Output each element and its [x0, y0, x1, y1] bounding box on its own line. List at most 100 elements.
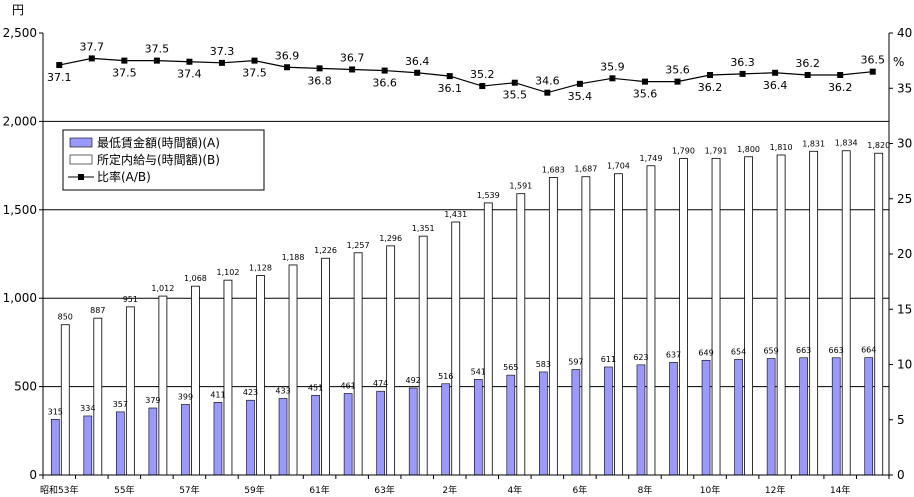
- axes: [42, 33, 890, 476]
- bar-min-wage: [473, 379, 483, 476]
- ratio-label: 35.6: [665, 64, 690, 77]
- bar-min-wage: [311, 394, 320, 476]
- right-tick-label: 20: [897, 247, 912, 261]
- bar-wage: [646, 165, 656, 476]
- ratio-label: 37.1: [47, 71, 72, 84]
- bar-label-min-wage: 597: [568, 357, 583, 366]
- bar-wage: [516, 193, 526, 476]
- ratio-marker: [56, 62, 63, 69]
- bar-wage: [353, 252, 363, 476]
- bar-wage: [776, 154, 786, 476]
- legend-label-wage: 所定内給与(時間額)(B): [97, 152, 220, 167]
- ratio-marker: [707, 71, 714, 78]
- ratio-marker: [869, 68, 876, 75]
- legend-box: [62, 129, 265, 191]
- bar-min-wage: [116, 411, 125, 476]
- right-axis-ticks: 0 5 10 15 20 25 30 35 40: [889, 26, 912, 482]
- x-category-label: 6年: [573, 484, 588, 496]
- category-labels: 昭和53年 55年 57年 59年 61年 63年 2年 4年 6年 8年 10年 12年 14年: [40, 475, 890, 496]
- bar-min-wage: [506, 374, 516, 476]
- ratio-label: 34.6: [535, 75, 560, 88]
- ratio-marker: [316, 65, 323, 72]
- bar-label-min-wage: 659: [763, 346, 778, 355]
- ratio-marker: [804, 71, 811, 78]
- ratio-marker: [739, 70, 746, 77]
- ratio-marker: [837, 71, 844, 78]
- legend-label-min-wage: 最低賃金額(時間額)(A): [97, 135, 220, 150]
- bar-wage: [451, 221, 461, 476]
- ratio-label: 35.9: [600, 60, 625, 73]
- bar-label-wage: 1,687: [574, 165, 597, 174]
- bar-min-wage: [669, 362, 678, 476]
- bar-label-min-wage: 492: [406, 376, 421, 385]
- ratio-labels: 37.1 37.7 37.5 37.5 37.4 37.3 37.5 36.9 36.8 36.7…: [47, 40, 885, 102]
- bar-label-min-wage: 516: [438, 372, 453, 381]
- ratio-marker: [153, 57, 160, 64]
- x-category-label: 55年: [114, 484, 134, 496]
- left-axis-ticks: 0 500 1,000 1,500 2,000 2,500: [3, 26, 43, 482]
- bar-min-wage: [148, 407, 158, 476]
- legend-swatch-wage: [69, 154, 93, 165]
- left-tick-label: 1,000: [3, 291, 37, 305]
- ratio-label: 37.5: [145, 43, 170, 56]
- bar-label-wage: 1,226: [314, 246, 337, 255]
- bar-wage: [483, 202, 493, 476]
- ratio-label: 37.7: [80, 40, 105, 53]
- bar-label-wage: 1,296: [379, 234, 402, 243]
- ratio-marker: [349, 66, 356, 73]
- bar-label-min-wage: 379: [145, 396, 160, 405]
- right-tick-label: 40: [897, 26, 912, 40]
- ratio-marker: [381, 67, 388, 74]
- bar-wage: [191, 285, 200, 476]
- bar-min-wage: [766, 358, 776, 476]
- ratio-marker: [674, 78, 681, 85]
- bar-label-wage: 1,012: [151, 284, 174, 293]
- left-unit-label: 円: [12, 3, 24, 17]
- right-tick-label: 15: [897, 302, 912, 316]
- right-tick-label: 10: [897, 358, 912, 372]
- ratio-label: 36.3: [730, 56, 755, 69]
- bar-min-wage: [701, 359, 711, 476]
- ratio-label: 37.4: [177, 68, 202, 81]
- ratio-label: 37.5: [112, 67, 137, 80]
- ratio-marker: [186, 58, 193, 65]
- bar-wage: [158, 295, 168, 476]
- ratio-label: 35.2: [470, 68, 495, 81]
- ratio-label: 36.4: [763, 79, 788, 92]
- bar-label-min-wage: 663: [829, 346, 844, 355]
- ratio-line: [56, 55, 876, 96]
- bar-wage: [614, 173, 623, 476]
- bar-wage: [841, 150, 851, 476]
- bar-wage: [418, 235, 428, 476]
- ratio-marker: [284, 64, 291, 71]
- bar-min-wage: [831, 357, 841, 476]
- bar-label-min-wage: 451: [308, 383, 323, 392]
- x-category-label: 10年: [700, 484, 720, 496]
- bar-min-wage: [571, 369, 581, 476]
- bar-label-wage: 1,539: [477, 191, 500, 200]
- bar-label-wage: 1,791: [705, 146, 728, 155]
- bar-label-wage: 1,257: [347, 241, 370, 250]
- bar-label-min-wage: 565: [503, 363, 518, 372]
- bar-label-min-wage: 474: [373, 379, 388, 388]
- bar-wage: [744, 156, 753, 476]
- ratio-label: 36.9: [275, 49, 300, 62]
- x-category-label: 2年: [442, 484, 457, 496]
- bar-min-wage: [213, 402, 223, 476]
- ratio-marker: [446, 73, 453, 80]
- ratio-label: 36.7: [340, 51, 365, 64]
- bar-min-wage: [864, 357, 874, 476]
- ratio-label: 37.3: [210, 45, 235, 58]
- ratio-label: 36.4: [405, 55, 430, 68]
- ratio-marker: [576, 80, 583, 87]
- x-category-label: 昭和53年: [40, 484, 78, 496]
- ratio-marker: [251, 57, 258, 64]
- bar-min-wage: [376, 390, 385, 476]
- bar-label-min-wage: 611: [601, 355, 616, 364]
- bar-min-wage: [636, 364, 646, 476]
- right-unit-label: %: [893, 55, 904, 69]
- right-tick-label: 5: [897, 413, 905, 427]
- bar-label-min-wage: 411: [210, 390, 225, 399]
- bar-label-wage: 1,704: [607, 162, 630, 171]
